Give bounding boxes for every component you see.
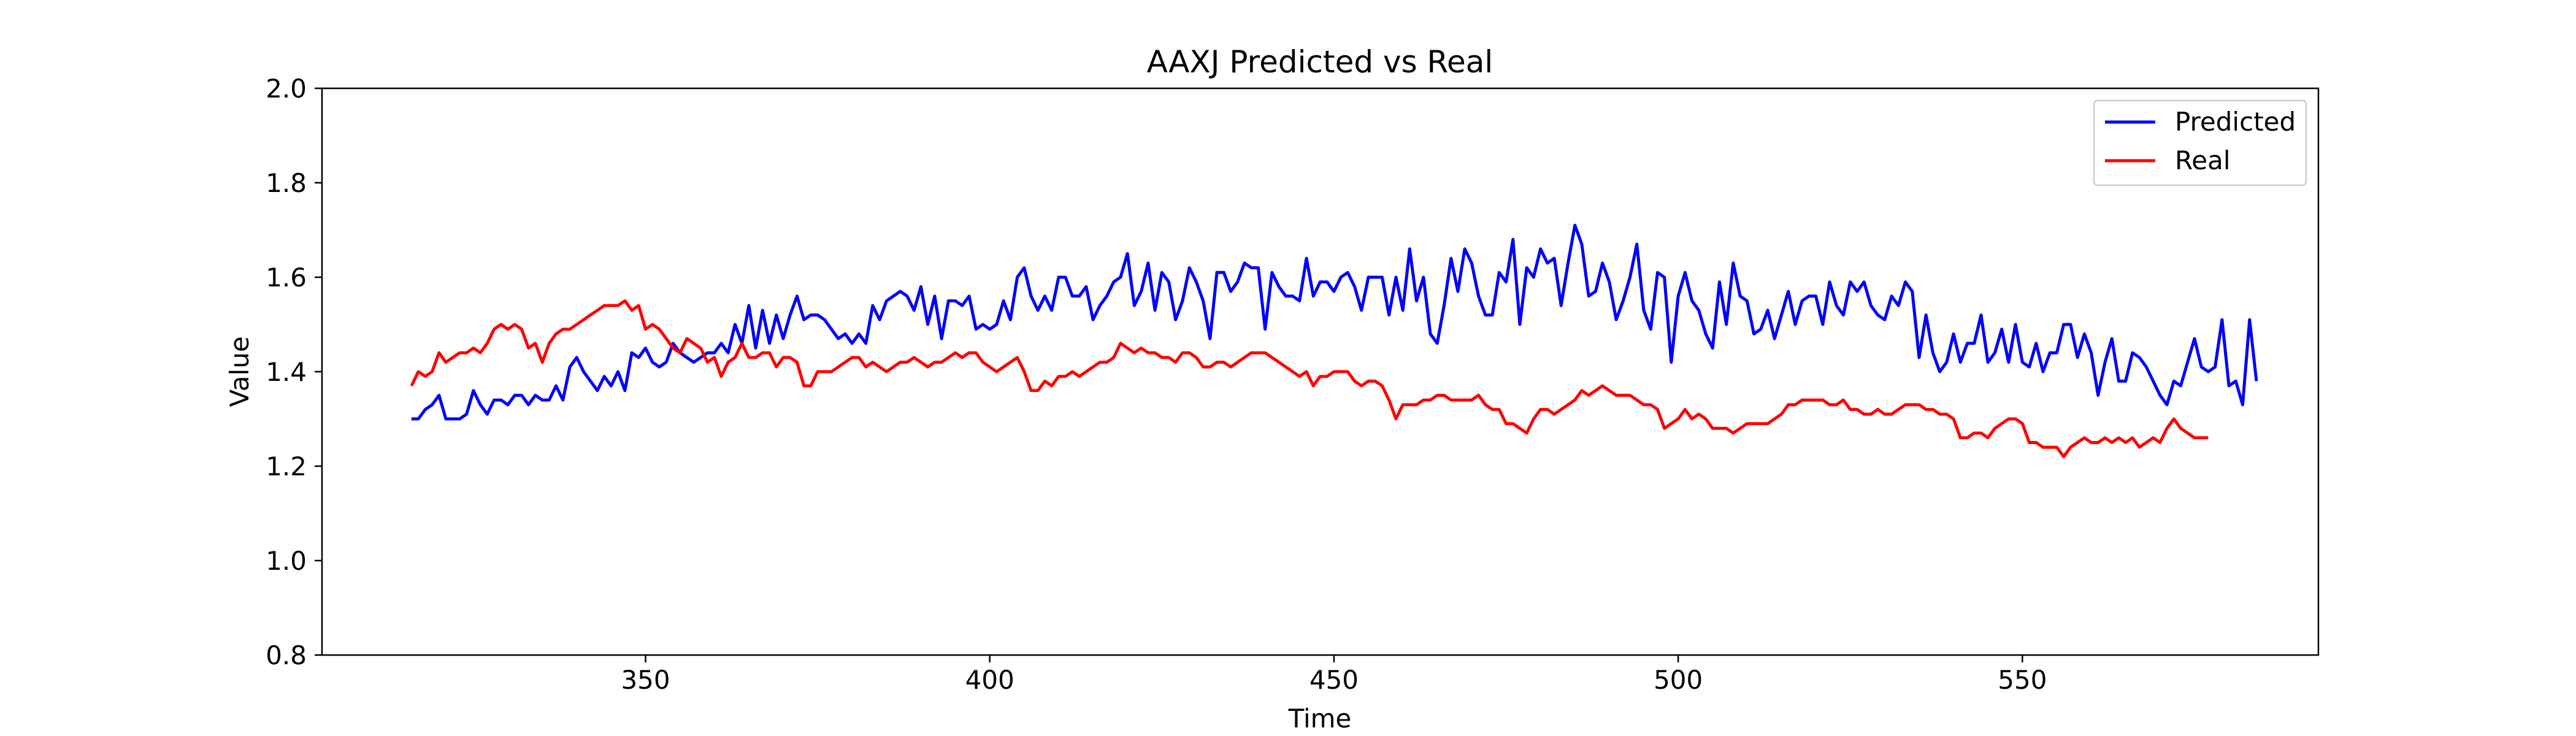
y-axis-label: Value	[224, 336, 255, 407]
x-tick-label: 500	[1654, 665, 1703, 695]
legend-label-real: Real	[2175, 145, 2231, 175]
y-tick-label: 1.2	[266, 451, 307, 481]
y-tick-label: 1.6	[266, 263, 307, 293]
series-line-predicted	[411, 223, 2258, 421]
legend-label-predicted: Predicted	[2175, 107, 2296, 137]
legend: Predicted Real	[2093, 99, 2307, 186]
y-tick-label: 2.0	[266, 74, 307, 104]
y-tick-label: 1.0	[266, 546, 307, 576]
x-axis-ticks: 350 400 450 500 550	[621, 655, 2047, 695]
plot-area	[322, 88, 2318, 655]
x-tick-label: 350	[621, 665, 670, 695]
plot-frame	[321, 87, 2320, 656]
x-tick-label: 550	[1998, 665, 2047, 695]
y-tick-label: 1.8	[266, 168, 307, 198]
x-tick-label: 450	[1309, 665, 1359, 695]
y-axis-ticks: 0.8 1.0 1.2 1.4 1.6 1.8 2.0	[266, 74, 322, 670]
y-tick-label: 0.8	[266, 640, 307, 670]
series-line-real	[410, 299, 2209, 459]
chart-title: AAXJ Predicted vs Real	[1147, 44, 1493, 80]
x-tick-label: 400	[965, 665, 1014, 695]
y-tick-label: 1.4	[266, 357, 307, 387]
series-group	[410, 223, 2258, 459]
x-axis-label: Time	[1288, 703, 1352, 734]
